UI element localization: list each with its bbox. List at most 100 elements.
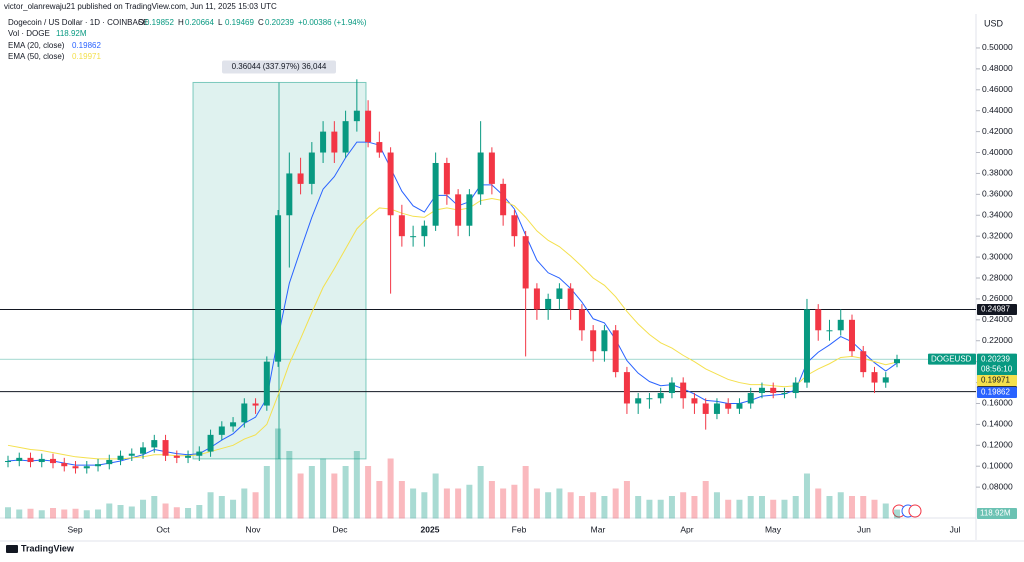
volume-bar: [38, 510, 45, 519]
ohlc-letter: L: [218, 18, 223, 27]
candle-body: [511, 215, 518, 237]
volume-bar: [826, 496, 833, 519]
ema-line: [7, 198, 898, 460]
volume-bar: [545, 492, 552, 519]
candle-body: [376, 142, 383, 153]
y-tick-label: 0.38000: [982, 168, 1013, 178]
candle-body: [252, 403, 259, 406]
x-tick-label: Mar: [591, 524, 606, 534]
volume-bar: [16, 509, 23, 519]
volume-bar: [511, 484, 518, 519]
volume-bar: [421, 492, 428, 519]
volume-bar: [860, 496, 867, 519]
volume-bar: [500, 488, 507, 519]
candle-body: [432, 162, 439, 226]
volume-bar: [342, 466, 349, 519]
volume-bar: [376, 481, 383, 519]
volume-bar: [128, 506, 135, 519]
symbol-box: [928, 353, 976, 365]
candle-body: [848, 319, 855, 352]
candle-body: [421, 225, 428, 237]
y-tick-label: 0.42000: [982, 126, 1013, 136]
price-tag-box: [977, 353, 1017, 376]
ohlc-value: 0.20239: [265, 18, 294, 27]
volume-bar: [837, 492, 844, 519]
y-tick-label: 0.34000: [982, 210, 1013, 220]
candle-body: [275, 215, 282, 362]
y-tick-label: 0.16000: [982, 398, 1013, 408]
y-tick-label: 0.24000: [982, 314, 1013, 324]
candle-body: [837, 319, 844, 331]
ema-tag-box: [977, 387, 1017, 398]
event-icon: [908, 504, 922, 518]
candle-body: [590, 330, 597, 352]
brand-logo: [6, 545, 18, 553]
volume-bar: [252, 492, 259, 519]
ohlc-letter: C: [258, 18, 264, 27]
volume-value: 118.92M: [56, 29, 87, 38]
volume-bar: [443, 488, 450, 519]
candle-body: [61, 463, 68, 467]
x-tick-label: Jul: [950, 524, 961, 534]
volume-bar: [50, 508, 57, 519]
volume-bar: [173, 507, 180, 519]
volume-bar: [781, 499, 788, 519]
candle-body: [691, 398, 698, 404]
candle-body: [556, 288, 563, 299]
level-tag-box: [977, 304, 1017, 316]
candle-body: [387, 152, 394, 216]
volume-bar: [275, 428, 282, 519]
publisher: victor_olanrewaju21 published on Trading…: [4, 2, 277, 11]
volume-bar: [410, 488, 417, 519]
volume-bar: [590, 492, 597, 519]
x-tick-label: Feb: [512, 524, 527, 534]
candle-body: [297, 173, 304, 184]
volume-bar: [635, 496, 642, 519]
x-tick-label: Dec: [332, 524, 348, 534]
candle-body: [623, 372, 630, 404]
candle-body: [668, 382, 675, 394]
y-tick-label: 0.44000: [982, 105, 1013, 115]
volume-bar: [736, 499, 743, 519]
volume-bar: [477, 466, 484, 519]
candle-body: [207, 434, 214, 452]
candle-body: [83, 466, 90, 469]
candle-body: [545, 298, 552, 310]
candle-body: [871, 372, 878, 383]
candle-body: [533, 288, 540, 310]
candle-body: [803, 309, 810, 383]
change: +0.00386 (+1.94%): [298, 18, 367, 27]
volume-bar: [601, 496, 608, 519]
volume-bar: [320, 458, 327, 519]
legend-label: EMA (20, close): [8, 41, 65, 50]
volume-bar: [894, 509, 900, 519]
ohlc-value: 0.20664: [185, 18, 214, 27]
candle-body: [894, 359, 900, 364]
volume-bar: [646, 499, 653, 519]
x-tick-label: 2025: [421, 524, 440, 534]
candle-body: [50, 458, 57, 464]
volume-bar: [95, 509, 102, 519]
y-tick-label: 0.32000: [982, 230, 1013, 240]
candle-body: [713, 403, 720, 414]
volume-bar: [5, 507, 11, 519]
candle-body: [680, 382, 687, 399]
volume-bar: [680, 492, 687, 519]
volume-bar: [815, 488, 822, 519]
y-tick-label: 0.46000: [982, 84, 1013, 94]
x-tick-label: May: [765, 524, 782, 534]
volume-bar: [72, 508, 79, 519]
currency: USD: [984, 18, 1004, 28]
legend-value: 0.19862: [72, 41, 101, 50]
volume-bar: [770, 499, 777, 519]
candle-body: [500, 183, 507, 216]
candle-body: [117, 455, 124, 460]
volume-bar: [117, 505, 124, 519]
volume-bar: [286, 451, 293, 519]
volume-bar: [83, 510, 90, 519]
volume-bar: [488, 481, 495, 519]
volume-bar: [725, 499, 732, 519]
ohlc-value: 0.19852: [145, 18, 174, 27]
candle-body: [308, 152, 315, 184]
